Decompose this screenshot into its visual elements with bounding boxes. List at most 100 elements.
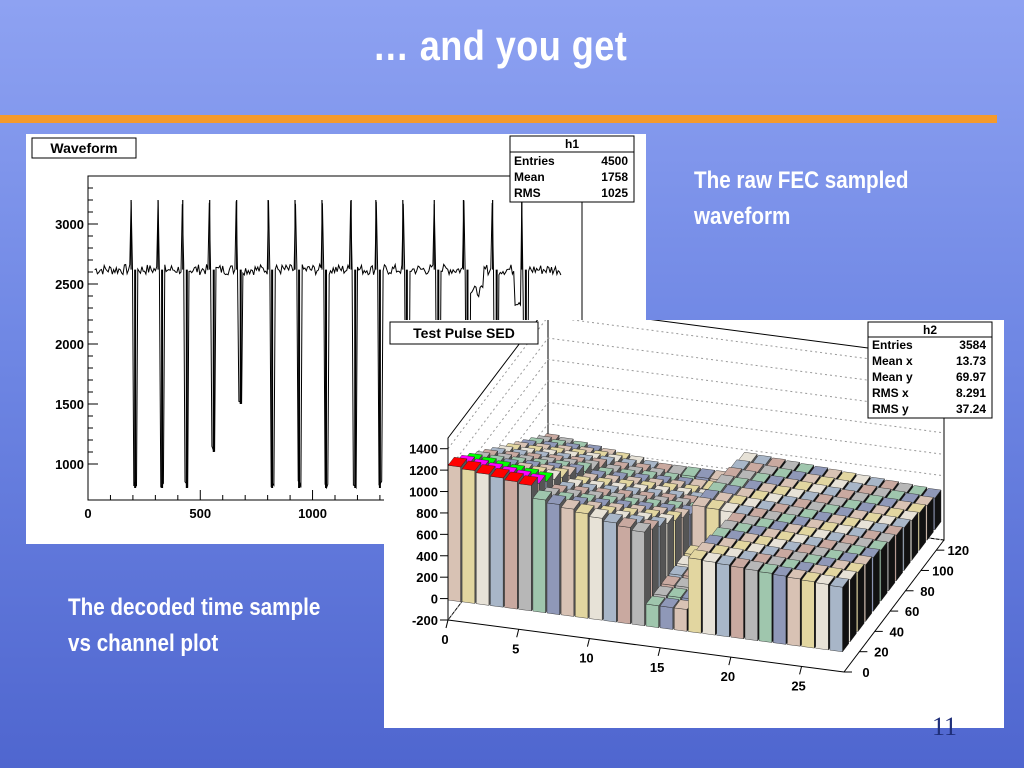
lego-bar-top bbox=[461, 460, 482, 471]
y-tick-label: 100 bbox=[932, 563, 954, 578]
y-tick-label: 2000 bbox=[55, 337, 84, 352]
x-tick-label: 500 bbox=[189, 506, 211, 521]
lego-bar-top bbox=[688, 549, 708, 560]
lego-bar-top bbox=[504, 471, 524, 482]
lego-bar-top bbox=[695, 468, 716, 479]
y-tick-label: 40 bbox=[890, 624, 904, 639]
waveform-y-axis: 1000 1500 2000 2500 3000 bbox=[55, 187, 98, 472]
lego-bar-top bbox=[730, 557, 751, 569]
x-tick bbox=[516, 629, 520, 638]
x-tick-label: 20 bbox=[721, 669, 735, 684]
lego-bar-top bbox=[659, 597, 680, 608]
lego-bar-front bbox=[744, 568, 758, 641]
lego-bar-top bbox=[661, 575, 681, 586]
z-tick-label: 1200 bbox=[409, 463, 438, 478]
stats-label-entries: Entries bbox=[514, 154, 555, 168]
stats-value-mean-x: 13.73 bbox=[956, 354, 986, 368]
lego-bar-top bbox=[589, 508, 609, 519]
stats-name: h1 bbox=[565, 137, 579, 151]
y-tick-label: 0 bbox=[862, 665, 869, 680]
lego-bar-top bbox=[787, 568, 807, 580]
stats-name: h2 bbox=[923, 323, 937, 337]
lego-bar-front bbox=[716, 563, 730, 638]
stats-label-entries: Entries bbox=[872, 338, 913, 352]
lego-bar-front bbox=[461, 468, 476, 604]
z-tick-label: 200 bbox=[416, 570, 438, 585]
lego-bar-front bbox=[758, 571, 773, 643]
lego-bar-top bbox=[716, 555, 736, 566]
title-divider bbox=[0, 115, 997, 123]
stats-value-rms-x: 8.291 bbox=[956, 386, 986, 400]
lego-bar-front bbox=[688, 557, 702, 634]
lego-bar-top bbox=[705, 499, 726, 510]
lego-bar-front bbox=[829, 585, 843, 653]
z-tick-label: 800 bbox=[416, 506, 438, 521]
slide-title: … and you get bbox=[372, 22, 628, 69]
lego-bar-side bbox=[873, 548, 880, 612]
lego-bar-top bbox=[667, 587, 688, 598]
lego-bar-top bbox=[475, 464, 496, 475]
lego-bar-top bbox=[560, 499, 581, 510]
lego-bar-top bbox=[829, 577, 850, 588]
stats-label-mean: Mean bbox=[514, 170, 545, 184]
lego-bar-front bbox=[773, 574, 787, 645]
x-tick-label: 0 bbox=[84, 506, 91, 521]
z-tick-label: 0 bbox=[431, 592, 438, 607]
x-tick bbox=[586, 638, 590, 647]
lego-bar-front bbox=[815, 582, 829, 651]
waveform-title-box bbox=[31, 137, 137, 159]
lego-bar-front bbox=[617, 525, 631, 625]
lego-bar-top bbox=[447, 456, 468, 468]
lego-bar-front bbox=[730, 565, 744, 640]
lego-bar-front bbox=[603, 520, 617, 623]
x-tick-label: 5 bbox=[512, 641, 519, 656]
lego-bar-top bbox=[720, 502, 740, 513]
lego-bar-top bbox=[574, 503, 595, 514]
lego-bar-front bbox=[801, 579, 815, 649]
y-tick-label: 1500 bbox=[55, 397, 84, 412]
lego-bar-side bbox=[888, 533, 896, 592]
lego-bar-top bbox=[490, 467, 510, 479]
lego-bar-top bbox=[546, 494, 567, 505]
lego-bar-top bbox=[691, 496, 712, 507]
z-tick-label: 400 bbox=[416, 549, 438, 564]
lego-bar-front bbox=[589, 516, 603, 621]
lego-title: Test Pulse SED bbox=[413, 325, 515, 341]
z-tick-label: 1400 bbox=[409, 442, 438, 457]
stats-label-rms: RMS bbox=[514, 186, 541, 200]
z-tick-label: 1000 bbox=[409, 485, 438, 500]
lego-bar-top bbox=[681, 466, 701, 477]
stats-value-mean: 1758 bbox=[601, 170, 628, 184]
y-tick-label: 1000 bbox=[55, 457, 84, 472]
z-tick-label: 600 bbox=[416, 527, 438, 542]
waveform-title: Waveform bbox=[50, 140, 117, 156]
lego-bar-front bbox=[645, 603, 659, 628]
lego-bar-side bbox=[903, 519, 911, 572]
lego-bars bbox=[447, 433, 942, 653]
caption-raw-text: The raw FEC sampled waveform bbox=[694, 167, 909, 230]
y-tick-label: 20 bbox=[874, 645, 888, 660]
lego-bar-front bbox=[532, 498, 546, 614]
caption-decoded-text: The decoded time sample vs channel plot bbox=[68, 594, 321, 657]
x-tick-label: 10 bbox=[579, 651, 593, 666]
lego-plot: 0510152025020406080100120-20002004006008… bbox=[384, 320, 1004, 728]
lego-bar-front bbox=[659, 605, 674, 630]
lego-bar-top bbox=[668, 565, 689, 576]
lego-bar-front bbox=[560, 507, 575, 617]
waveform-line bbox=[94, 200, 562, 490]
stats-value-entries: 3584 bbox=[959, 338, 986, 352]
stats-label-mean-y: Mean y bbox=[872, 370, 913, 384]
lego-bar-side bbox=[842, 578, 849, 653]
lego-bar-top bbox=[702, 552, 722, 563]
lego-bar-top bbox=[518, 475, 538, 486]
lego-bar-front bbox=[575, 511, 589, 619]
lego-bar-top bbox=[645, 595, 666, 607]
z-tick-label: -200 bbox=[412, 613, 438, 628]
lego-bar-top bbox=[758, 563, 779, 574]
y-tick-label: 80 bbox=[920, 584, 934, 599]
lego-bar-top bbox=[631, 522, 652, 533]
grid-line bbox=[447, 358, 945, 492]
grid-line bbox=[447, 337, 945, 471]
lego-title-box bbox=[389, 321, 539, 345]
y-tick-label: 3000 bbox=[55, 217, 84, 232]
